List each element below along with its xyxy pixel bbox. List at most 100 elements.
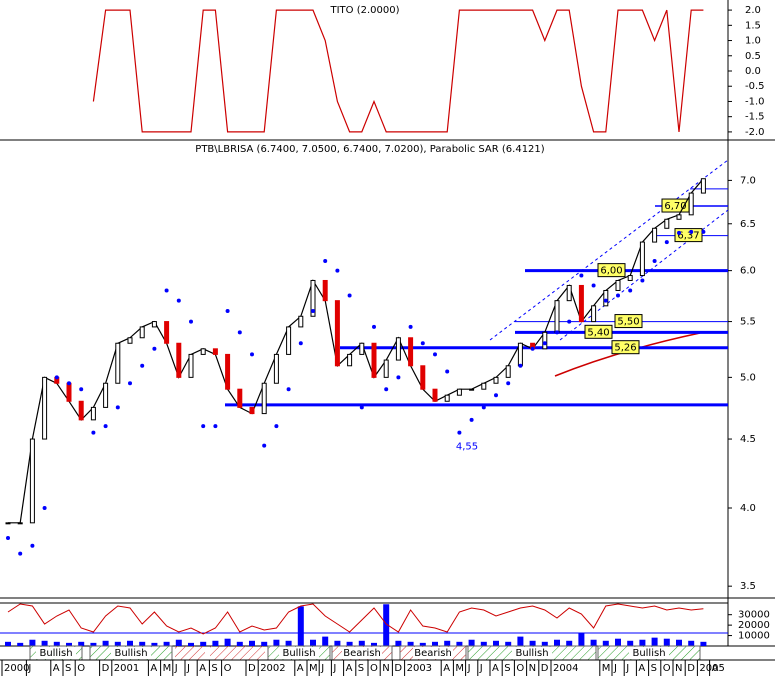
y-tick-label: 1.5 (745, 20, 761, 31)
sar-dot (335, 268, 340, 273)
hatch (210, 646, 265, 660)
sar-dot (433, 352, 437, 357)
x-tick-label: M (163, 663, 172, 674)
candle (578, 284, 584, 323)
volume-bar (139, 641, 146, 646)
candle (151, 321, 157, 328)
candle (164, 321, 170, 344)
tito-title: TITO (2.0000) (329, 5, 399, 16)
sar-dot (18, 551, 23, 556)
candle (603, 289, 609, 307)
x-tick-label: D (541, 663, 549, 674)
volume-bar (615, 638, 621, 646)
sar-dot (298, 341, 303, 346)
x-tick-label: 2004 (553, 663, 578, 674)
volume-bar (639, 639, 646, 646)
volume-bar (554, 639, 560, 646)
x-tick-label: A (346, 663, 353, 674)
candle (249, 406, 255, 415)
volume-bar (529, 640, 536, 646)
sentiment-label: Bullish (114, 648, 147, 659)
x-tick-label: S (358, 663, 364, 674)
candle (298, 315, 304, 328)
volume-bar (297, 606, 304, 646)
candle (286, 326, 292, 355)
tito-line (92, 9, 704, 133)
x-tick-label: J (613, 663, 617, 674)
sar-dot (347, 293, 352, 298)
volume-bar (224, 638, 231, 646)
y-tick-label: 1.0 (745, 36, 761, 47)
x-tick-label: N (675, 663, 682, 674)
volume-bar (236, 641, 243, 646)
sar-dot (469, 417, 474, 422)
volume-bar (78, 641, 85, 646)
candle (469, 388, 475, 391)
volume-bar (578, 633, 585, 646)
volume-bar (444, 640, 451, 646)
sar-dot (359, 405, 364, 410)
sar-dot (323, 258, 328, 263)
y-tick-label: 0.5 (745, 51, 761, 62)
candle (310, 279, 316, 317)
volume-bar (163, 641, 170, 646)
candle (700, 178, 706, 194)
candle (566, 284, 572, 302)
candle (359, 342, 365, 355)
candle (5, 522, 11, 525)
sar-dot (445, 369, 450, 374)
x-tick-label: 2001 (114, 663, 139, 674)
volume-bar (432, 641, 438, 646)
sar-dot (152, 346, 157, 351)
sar-dot (30, 543, 35, 548)
y-tick-label: 3.5 (740, 581, 756, 592)
volume-bar (41, 640, 48, 646)
candle (176, 342, 182, 378)
y-tick-label: 6.0 (740, 266, 756, 277)
trend-channel (489, 159, 729, 341)
candle (17, 522, 23, 525)
volume-bar (66, 642, 72, 646)
volume-bar (261, 641, 268, 646)
sar-dot (664, 240, 669, 245)
candle (664, 218, 670, 229)
y-tick-label: 7.0 (740, 175, 756, 186)
candle (29, 438, 35, 524)
sentiment-label-bg (36, 647, 76, 659)
candle (66, 382, 72, 402)
candle (273, 353, 279, 384)
x-tick-label: A (53, 663, 60, 674)
sentiment-label-bg (111, 647, 151, 659)
candle (456, 388, 462, 396)
x-tick-label: J (332, 663, 336, 674)
x-tick-label: A (492, 663, 499, 674)
sar-dot (103, 424, 108, 429)
sentiment-label: Bullish (515, 648, 548, 659)
x-tick-label: N (382, 663, 389, 674)
candle (90, 406, 96, 421)
volume-bar (517, 636, 524, 646)
candle (542, 331, 548, 350)
volume-bar (566, 640, 573, 646)
y-tick-label: 30000 (738, 610, 770, 621)
candle (505, 365, 511, 378)
volume-bar (102, 640, 109, 646)
candle (42, 376, 48, 440)
sar-dot (311, 309, 315, 314)
sar-dot (689, 229, 694, 234)
y-tick-label: 5.5 (740, 317, 756, 328)
candle (371, 342, 377, 378)
x-tick-label: M (602, 663, 611, 674)
x-tick-label: 2000 (4, 663, 29, 674)
volume-bar (249, 640, 255, 646)
x-tick-label: N (529, 663, 536, 674)
candle (261, 382, 267, 415)
candle (639, 241, 645, 277)
volume-bar (395, 640, 402, 646)
x-tick-label: A (150, 663, 157, 674)
sar-dot (579, 273, 584, 278)
x-tick-label: A (638, 663, 645, 674)
volume-bar (468, 639, 475, 646)
sar-dot (628, 288, 633, 293)
